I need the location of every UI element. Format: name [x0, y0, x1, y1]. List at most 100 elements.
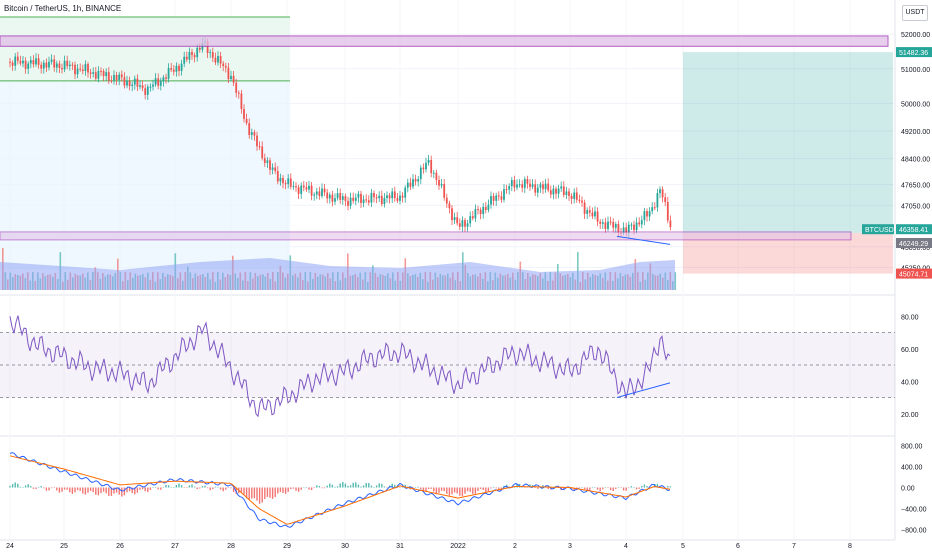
candle-body — [391, 191, 394, 199]
macd-histogram-bar — [596, 487, 599, 490]
macd-histogram-bar — [266, 487, 269, 497]
price-label-symbol: BTCUSDT — [865, 227, 899, 234]
candle-body — [419, 167, 422, 180]
candle-body — [594, 211, 596, 217]
macd-histogram-bar — [87, 487, 89, 493]
macd-histogram-bar — [583, 487, 586, 490]
macd-histogram-bar — [264, 487, 266, 500]
time-tick-label: 31 — [396, 543, 404, 550]
price-trendline — [616, 235, 671, 245]
candle-body — [219, 56, 222, 64]
macd-histogram-bar — [336, 486, 339, 488]
candle-body — [547, 183, 550, 191]
macd-histogram-bar — [323, 487, 326, 489]
time-tick-label: 2022 — [450, 543, 466, 550]
macd-histogram-bar — [375, 485, 378, 488]
time-tick-label: 5 — [681, 543, 685, 550]
candle-body — [297, 187, 300, 194]
macd-histogram-bar — [271, 487, 274, 499]
candle-body — [477, 209, 479, 211]
macd-histogram-bar — [349, 485, 352, 488]
candle-body — [505, 189, 508, 191]
macd-histogram-bar — [365, 483, 367, 488]
macd-histogram-bar — [492, 486, 495, 488]
candle-body — [321, 188, 323, 197]
candle-body — [591, 212, 594, 217]
candle-body — [263, 158, 266, 163]
candle-body — [588, 210, 591, 213]
macd-histogram-bar — [175, 484, 178, 488]
candle-body — [497, 195, 500, 197]
macd-histogram-bar — [69, 487, 71, 493]
candle-body — [399, 195, 401, 201]
macd-histogram-bar — [118, 487, 120, 495]
macd-histogram-bar — [591, 487, 594, 488]
macd-histogram-bar — [524, 487, 526, 489]
candle-body — [100, 70, 102, 72]
demand-zone — [0, 231, 852, 241]
candle-body — [284, 183, 287, 185]
time-tick-label: 24 — [6, 543, 14, 550]
rsi-line — [9, 315, 671, 418]
candle-body — [92, 72, 95, 74]
macd-histogram-bar — [126, 487, 128, 493]
candle-body — [172, 69, 175, 72]
rsi-divergence-line — [616, 382, 671, 398]
candle-body — [209, 52, 212, 54]
candle-body — [315, 191, 318, 195]
currency-button[interactable]: USDT — [902, 5, 928, 21]
macd-histogram-bar — [63, 487, 66, 490]
candle-body — [282, 177, 284, 184]
macd-histogram-bar — [355, 482, 357, 488]
time-tick-label: 30 — [341, 543, 349, 550]
candle-body — [427, 160, 430, 163]
macd-histogram-bar — [620, 487, 622, 488]
candle-body — [373, 192, 375, 198]
macd-histogram-bar — [625, 487, 627, 491]
candle-body — [565, 191, 568, 195]
candle-body — [466, 223, 469, 227]
macd-tick-label: 800.00 — [901, 443, 923, 450]
candle-body — [79, 68, 82, 70]
candle-body — [633, 224, 635, 231]
candle-body — [596, 211, 599, 222]
macd-histogram-bar — [547, 487, 549, 490]
candle-body — [445, 197, 448, 204]
macd-histogram-bar — [378, 483, 380, 488]
macd-histogram-bar — [17, 483, 19, 488]
candle-body — [347, 200, 349, 206]
macd-histogram-bar — [261, 487, 263, 503]
candle-body — [438, 179, 440, 186]
macd-histogram-bar — [604, 487, 607, 488]
rsi-tick-label: 40.00 — [901, 379, 919, 386]
time-tick-label: 25 — [60, 543, 68, 550]
macd-histogram-bar — [282, 487, 284, 494]
candle-body — [513, 180, 516, 188]
candle-body — [110, 80, 113, 82]
macd-histogram-bar — [50, 487, 53, 489]
macd-histogram-bar — [628, 487, 630, 489]
price-label-target: 51482.36 — [899, 50, 928, 57]
macd-histogram-bar — [53, 487, 55, 488]
candle-body — [651, 207, 654, 212]
macd-histogram-bar — [581, 487, 583, 488]
candle-body — [607, 221, 609, 229]
candle-body — [118, 74, 121, 81]
macd-histogram-bar — [84, 487, 87, 495]
macd-histogram-bar — [490, 487, 492, 489]
macd-histogram-bar — [667, 485, 669, 488]
macd-histogram-bar — [290, 487, 292, 490]
candle-body — [120, 74, 123, 78]
candle-body — [349, 197, 352, 206]
macd-histogram-bar — [297, 487, 300, 492]
candle-body — [84, 64, 87, 71]
candle-body — [568, 191, 570, 196]
candle-body — [552, 188, 555, 195]
candle-body — [622, 227, 625, 234]
candle-body — [560, 186, 563, 189]
macd-histogram-bar — [303, 487, 305, 488]
time-tick-label: 7 — [792, 543, 796, 550]
macd-histogram-bar — [121, 487, 123, 497]
macd-histogram-bar — [58, 487, 61, 493]
candle-body — [302, 185, 305, 188]
